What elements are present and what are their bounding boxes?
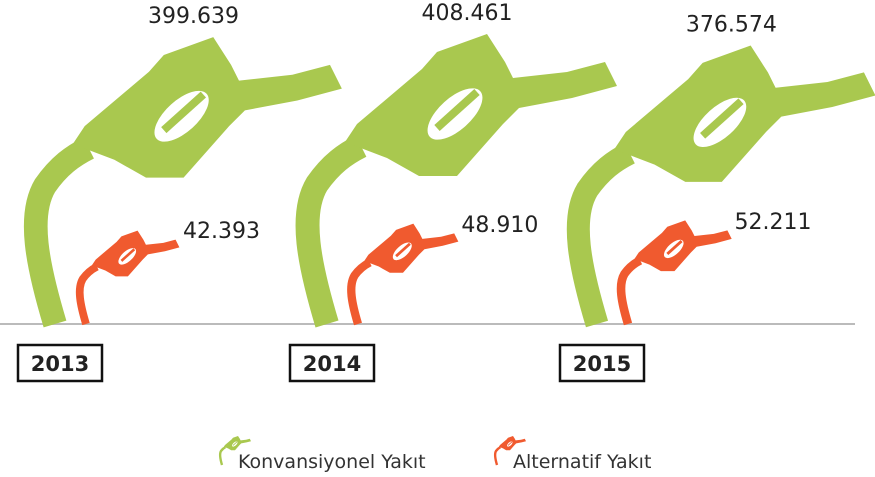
pump-icon (23, 37, 342, 328)
hose (347, 258, 372, 326)
legend-icon (218, 436, 251, 466)
nozzle-grip-inner (700, 98, 744, 139)
year-box (16, 343, 104, 383)
year-label: 2015 (573, 352, 631, 376)
value-label: 408.461 (422, 1, 513, 26)
nozzle-body (364, 223, 459, 273)
hose (616, 256, 643, 326)
pump-icon (75, 230, 180, 326)
year-label: 2013 (31, 352, 89, 376)
nozzle-body (345, 34, 617, 176)
nozzle-grip-inner (120, 248, 136, 262)
year-box (558, 343, 646, 383)
hose (566, 142, 635, 328)
nozzle-grip-inner (434, 89, 480, 131)
nozzle-grip-inner (666, 239, 683, 255)
legend-icon (493, 436, 526, 466)
value-label: 48.910 (461, 213, 538, 238)
hose (23, 137, 95, 328)
nozzle-body (72, 37, 342, 178)
year-label: 2014 (303, 352, 361, 376)
pump-icon (295, 34, 617, 328)
nozzle-grip-inner (395, 242, 411, 258)
nozzle-body (91, 230, 180, 277)
pump-icon (566, 45, 875, 328)
legend-label: Konvansiyonel Yakıt (238, 451, 426, 473)
hose (493, 446, 501, 466)
hose (218, 446, 226, 466)
value-label: 399.639 (148, 4, 239, 29)
nozzle-grip-inner (507, 441, 513, 446)
nozzle-grip-inner (232, 441, 238, 446)
pump-icon (616, 220, 732, 326)
legend-label: Alternatif Yakıt (513, 451, 651, 473)
hose (75, 263, 99, 326)
value-label: 42.393 (183, 219, 260, 244)
hose (295, 135, 367, 328)
value-label: 52.211 (735, 210, 812, 235)
nozzle-grip-inner (161, 91, 207, 134)
pump-icon (347, 223, 459, 326)
nozzle-body (634, 220, 732, 272)
nozzle-body (223, 436, 251, 451)
value-label: 376.574 (686, 13, 777, 38)
year-box (288, 343, 376, 383)
nozzle-body (498, 436, 526, 451)
